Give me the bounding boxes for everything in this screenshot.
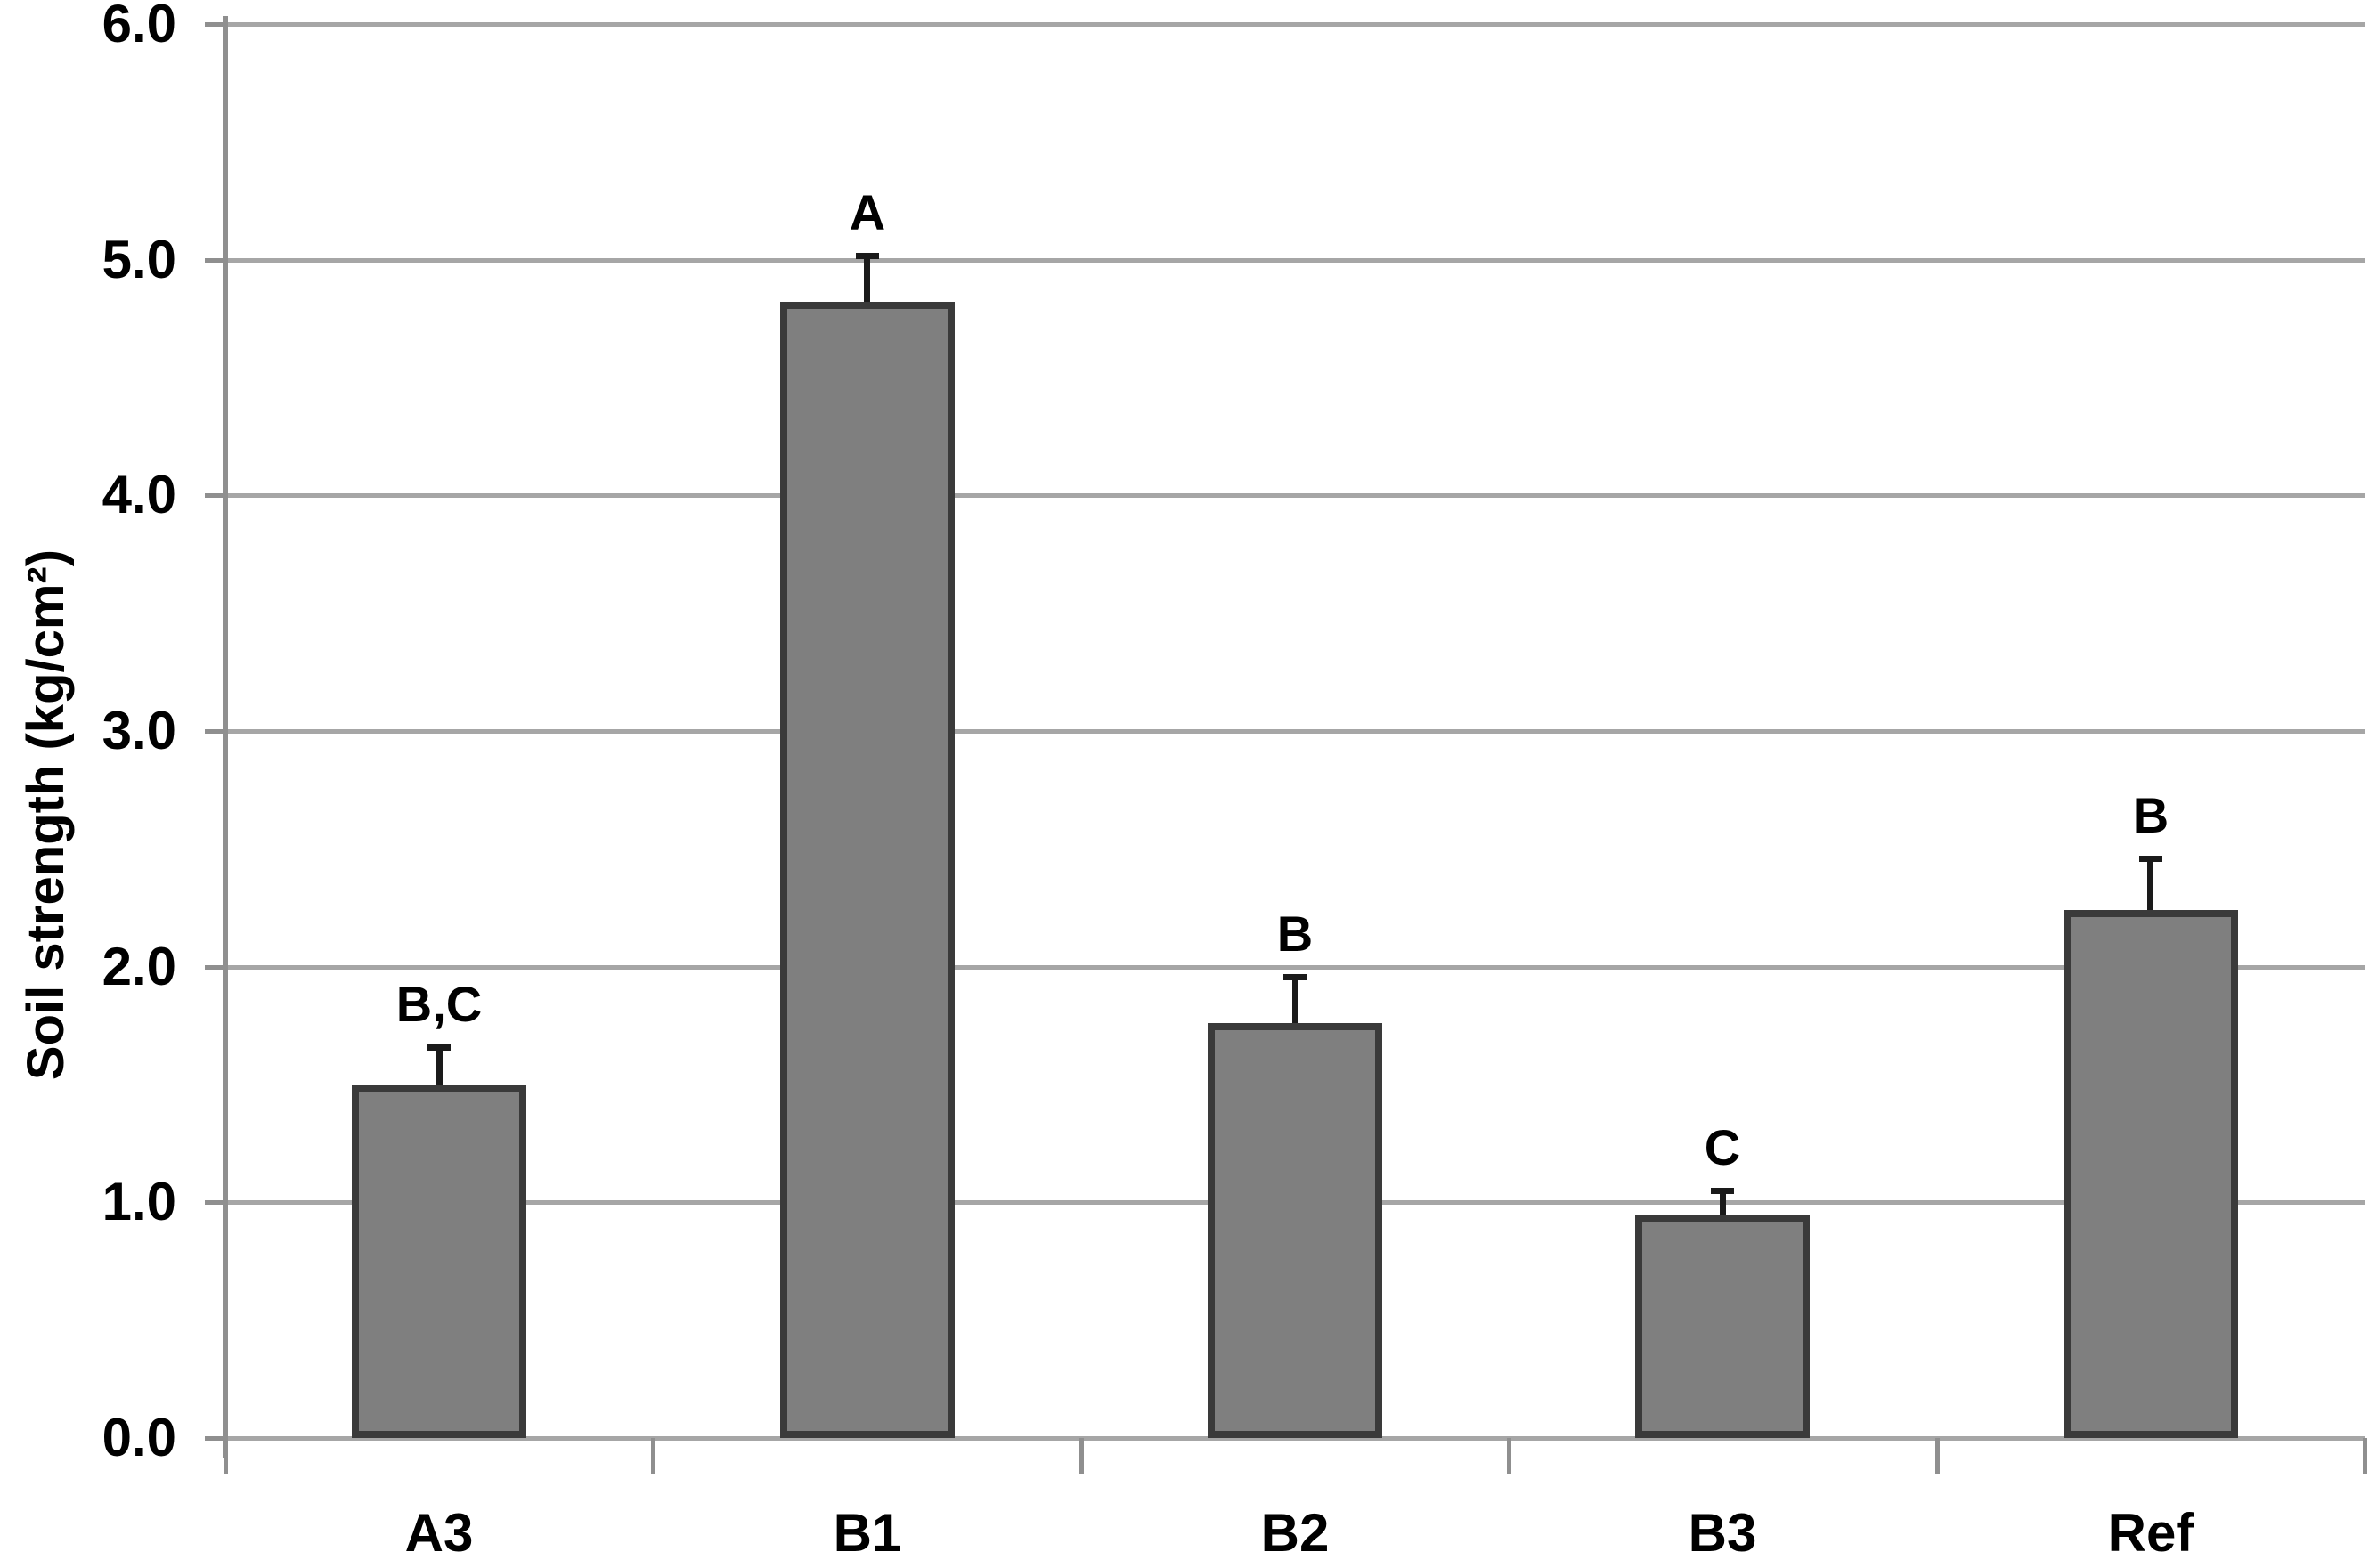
error-bar-cap (427, 1044, 451, 1051)
significance-label: B (1276, 906, 1314, 962)
x-tick (1507, 1438, 1511, 1474)
error-bar-cap (1711, 1188, 1734, 1194)
y-tick-label: 6.0 (102, 0, 176, 53)
y-tick-label: 4.0 (102, 465, 176, 524)
significance-label: C (1704, 1119, 1741, 1175)
error-bar (864, 253, 870, 302)
y-gridline (225, 258, 2365, 263)
bar (1208, 1023, 1382, 1438)
y-tick (205, 258, 225, 263)
y-tick-label: 2.0 (102, 937, 176, 996)
error-bar (1292, 974, 1298, 1023)
error-bar-cap (2139, 856, 2162, 862)
y-tick (205, 729, 225, 734)
category-label: Ref (2107, 1503, 2194, 1563)
error-bar-cap (1283, 974, 1307, 980)
y-gridline (225, 729, 2365, 734)
x-tick (2363, 1438, 2367, 1474)
y-tick (205, 1200, 225, 1205)
category-label: B2 (1260, 1503, 1330, 1563)
bar (780, 302, 955, 1438)
y-axis-line (223, 16, 228, 1458)
y-tick-label: 3.0 (102, 701, 176, 760)
bar (2064, 910, 2238, 1438)
y-gridline (225, 1436, 2365, 1441)
bar (1635, 1215, 1810, 1438)
error-bar-cap (856, 253, 879, 259)
y-tick-label: 0.0 (102, 1408, 176, 1467)
y-tick (205, 1436, 225, 1441)
error-bar (1720, 1188, 1726, 1215)
category-label: A3 (404, 1503, 474, 1563)
y-tick-label: 5.0 (102, 230, 176, 289)
category-label: B3 (1688, 1503, 1757, 1563)
x-tick (1079, 1438, 1084, 1474)
error-bar (2147, 856, 2153, 910)
y-tick (205, 22, 225, 27)
significance-label: A (849, 184, 886, 240)
category-label: B1 (833, 1503, 902, 1563)
y-tick-label: 1.0 (102, 1172, 176, 1231)
error-bar (436, 1044, 443, 1085)
y-axis-title: Soil strength (kg/cm²) (17, 548, 75, 1081)
y-gridline (225, 965, 2365, 970)
x-tick (1935, 1438, 1940, 1474)
y-gridline (225, 22, 2365, 27)
significance-label: B,C (395, 976, 483, 1032)
bar (352, 1085, 526, 1438)
x-tick (651, 1438, 655, 1474)
x-tick (224, 1438, 228, 1474)
significance-label: B (2132, 787, 2169, 843)
y-tick (205, 965, 225, 970)
y-tick (205, 493, 225, 498)
y-gridline (225, 493, 2365, 498)
